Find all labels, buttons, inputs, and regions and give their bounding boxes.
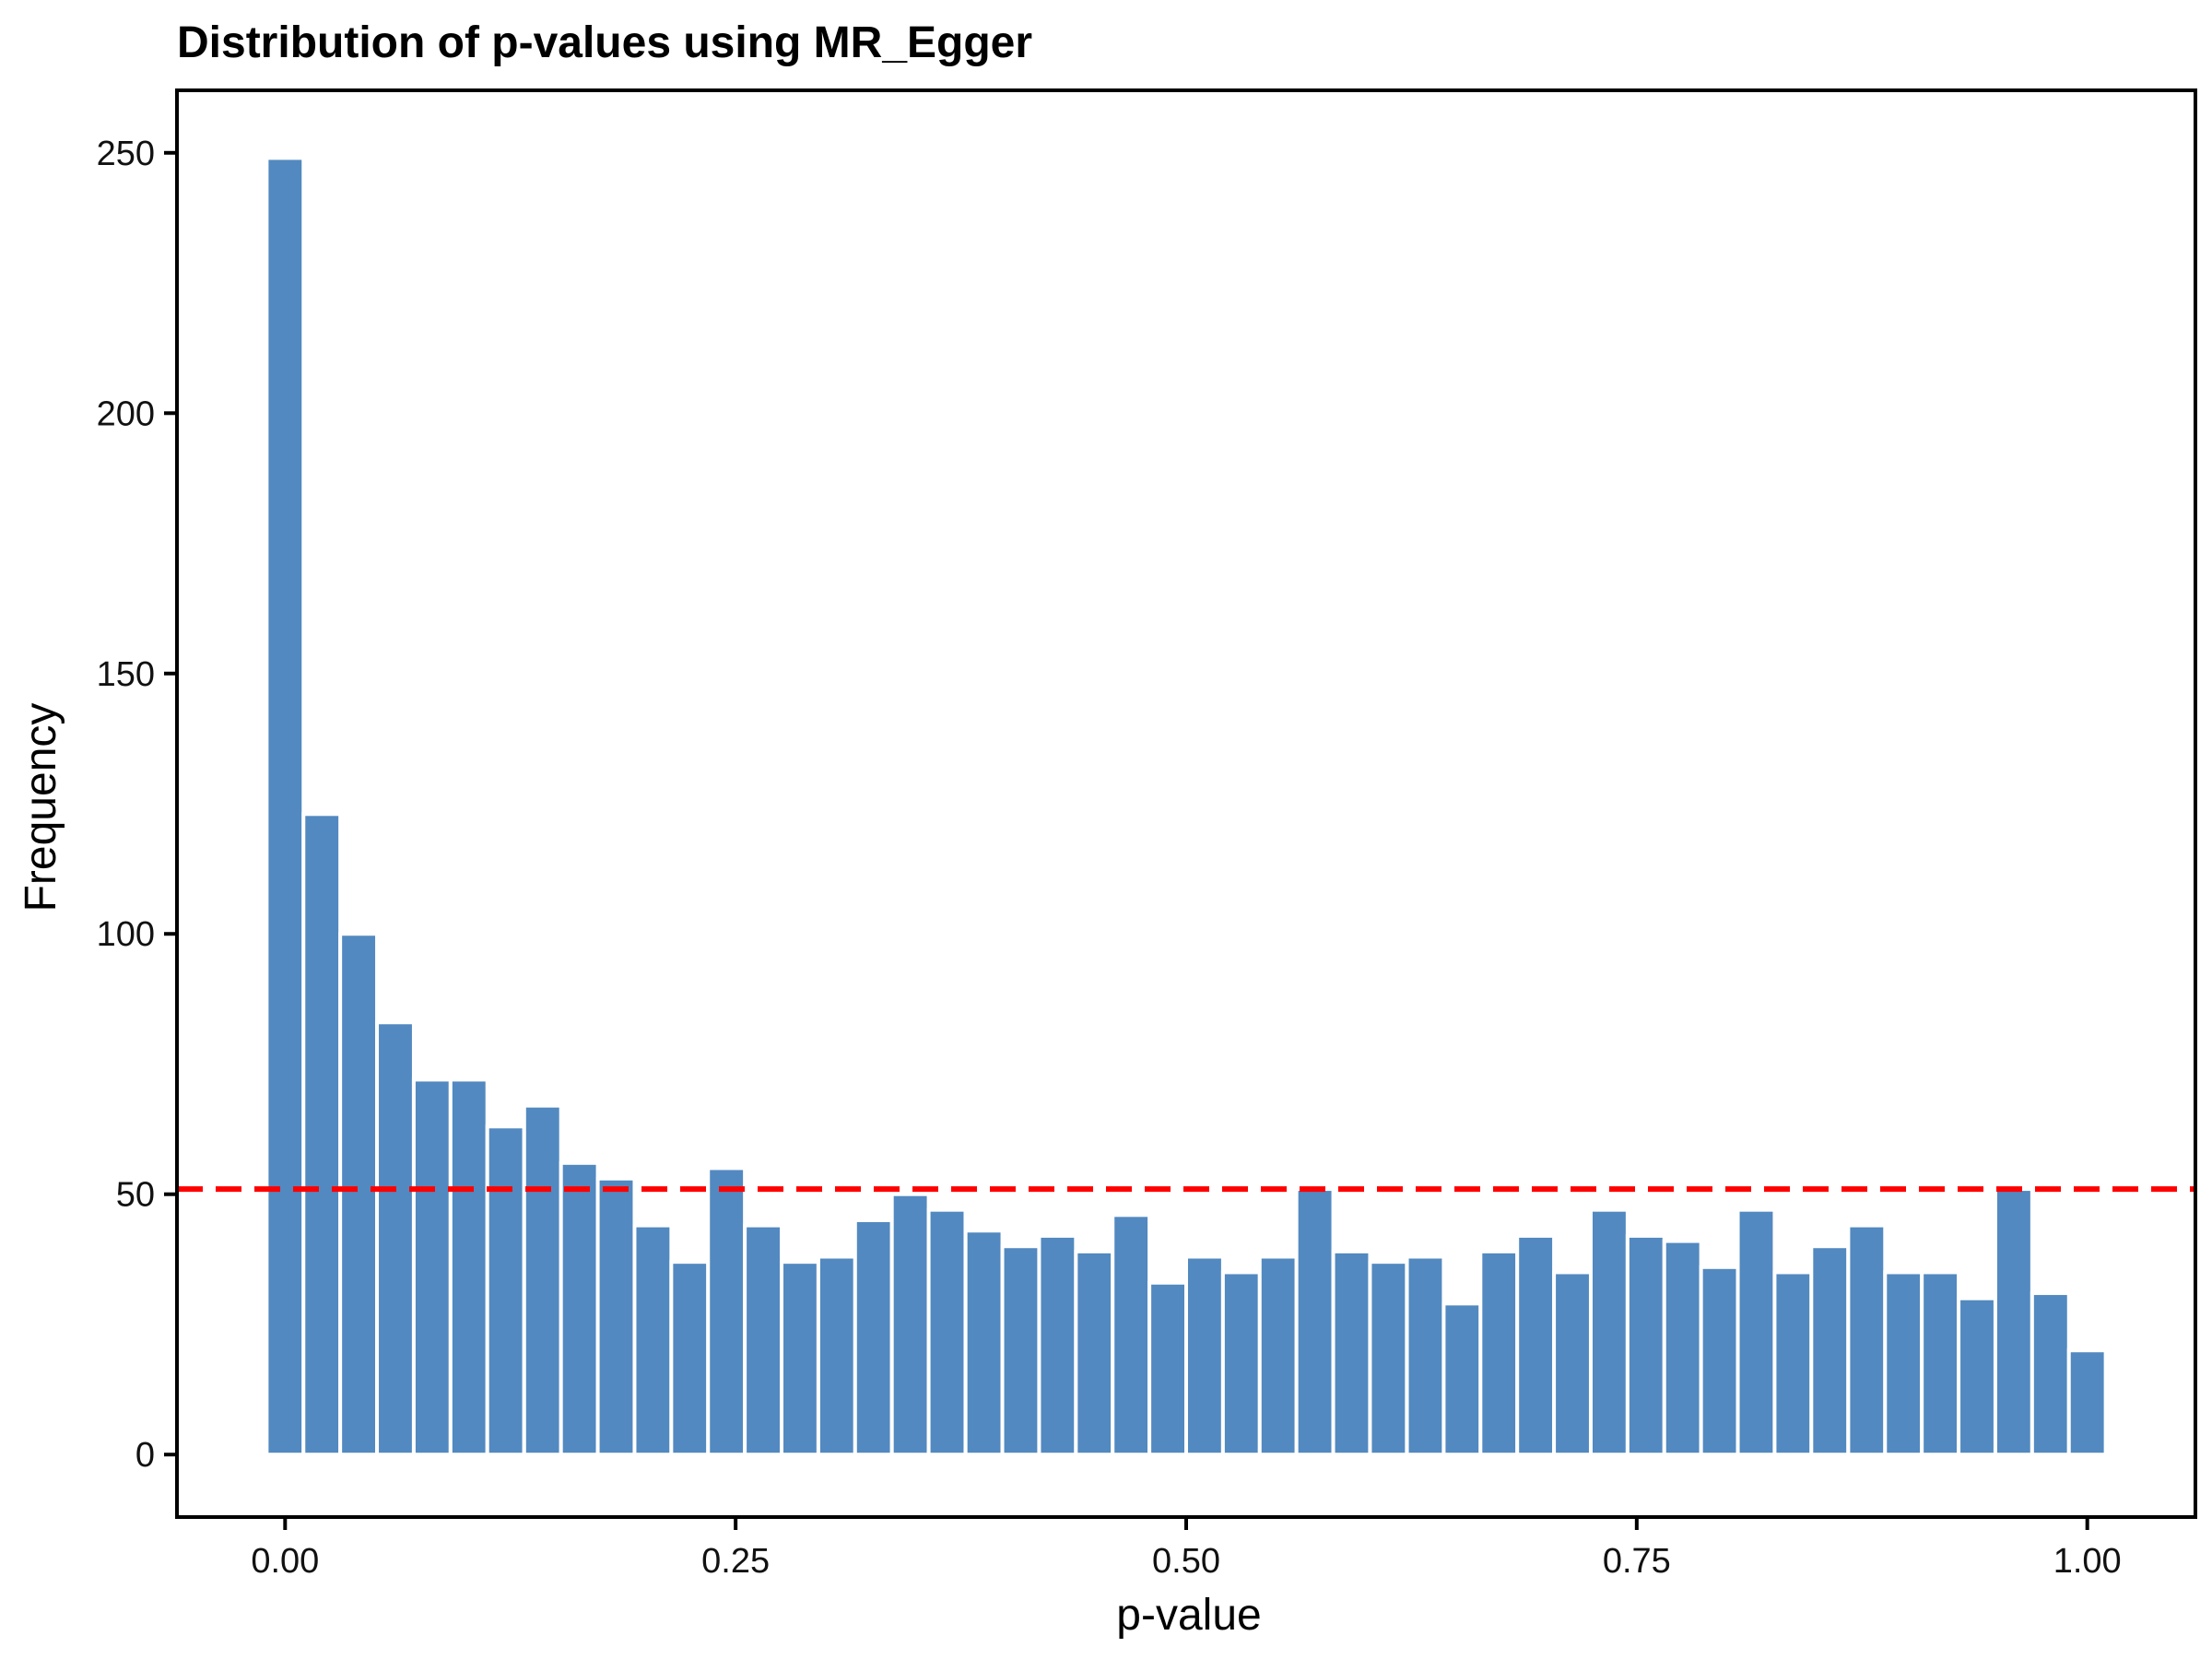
y-axis: 0 50 100 150 200 250 xyxy=(97,135,177,1475)
x-axis-title: p-value xyxy=(1116,1591,1261,1640)
histogram-bar xyxy=(1294,1187,1335,1457)
histogram-bar xyxy=(1515,1233,1557,1457)
histogram-bar xyxy=(265,156,306,1457)
histogram-bar xyxy=(1147,1280,1189,1457)
x-axis: 0.00 0.25 0.50 0.75 1.00 xyxy=(251,1517,2122,1581)
histogram-bar xyxy=(375,1020,416,1457)
histogram-bar xyxy=(1111,1213,1152,1457)
x-tick-label: 1.00 xyxy=(2053,1542,2122,1581)
histogram-bar xyxy=(411,1077,453,1457)
histogram-bar xyxy=(1037,1233,1078,1457)
histogram-bar xyxy=(1883,1270,1924,1457)
histogram-bar xyxy=(338,932,380,1457)
histogram-bar xyxy=(1625,1233,1666,1457)
histogram-bar xyxy=(485,1124,526,1457)
histogram-bar xyxy=(816,1254,857,1457)
y-axis-title: Frequency xyxy=(17,703,65,912)
histogram-bar xyxy=(448,1077,489,1457)
y-tick-label: 50 xyxy=(116,1176,155,1215)
histogram-bar xyxy=(1552,1270,1593,1457)
y-tick-label: 100 xyxy=(97,915,155,954)
histogram-bar xyxy=(963,1229,1005,1457)
x-tick-label: 0.00 xyxy=(251,1542,319,1581)
x-tick-label: 0.50 xyxy=(1152,1542,1220,1581)
histogram-bar xyxy=(1699,1265,1740,1457)
histogram-bar xyxy=(1846,1223,1888,1457)
histogram-bar xyxy=(1662,1239,1703,1457)
histogram-bar xyxy=(1993,1187,2034,1457)
histogram-bar xyxy=(1809,1244,1851,1457)
histogram-bar xyxy=(1074,1249,1115,1457)
histogram-bar xyxy=(1772,1270,1814,1457)
histogram-bar xyxy=(1478,1249,1520,1457)
histogram-bar xyxy=(1220,1270,1262,1457)
histogram-bar xyxy=(2066,1348,2108,1457)
histogram-bar xyxy=(595,1176,637,1457)
x-tick-label: 0.25 xyxy=(701,1542,770,1581)
histogram-bar xyxy=(853,1218,894,1457)
histogram-bar xyxy=(669,1260,711,1457)
histogram-bar xyxy=(301,812,343,1457)
histogram-bar xyxy=(1441,1301,1483,1457)
histogram-bar xyxy=(559,1160,600,1457)
histogram-bar xyxy=(1000,1244,1041,1457)
histogram-bar xyxy=(1257,1254,1299,1457)
histogram-bar xyxy=(926,1207,968,1457)
y-tick-label: 200 xyxy=(97,394,155,433)
histogram-bar xyxy=(780,1260,820,1457)
y-tick-label: 0 xyxy=(135,1436,155,1475)
chart-title: Distribution of p-values using MR_Egger xyxy=(177,18,1032,67)
histogram-bar xyxy=(706,1166,747,1457)
x-tick-label: 0.75 xyxy=(1603,1542,1671,1581)
histogram-bar xyxy=(1735,1207,1777,1457)
histogram-bar xyxy=(1920,1270,1961,1457)
bars-group xyxy=(265,156,2108,1457)
histogram-bar xyxy=(1957,1296,1997,1457)
histogram-bar xyxy=(1588,1207,1630,1457)
y-tick-label: 150 xyxy=(97,655,155,694)
histogram-bar xyxy=(1368,1260,1409,1457)
histogram-bar xyxy=(1331,1249,1372,1457)
histogram-bar xyxy=(889,1192,931,1457)
histogram-bar xyxy=(743,1223,784,1457)
histogram-bar xyxy=(632,1223,674,1457)
histogram-bar xyxy=(1405,1254,1446,1457)
histogram-bar xyxy=(2030,1291,2071,1457)
histogram-bar xyxy=(1184,1254,1225,1457)
y-tick-label: 250 xyxy=(97,135,155,173)
histogram-bar xyxy=(522,1103,563,1457)
